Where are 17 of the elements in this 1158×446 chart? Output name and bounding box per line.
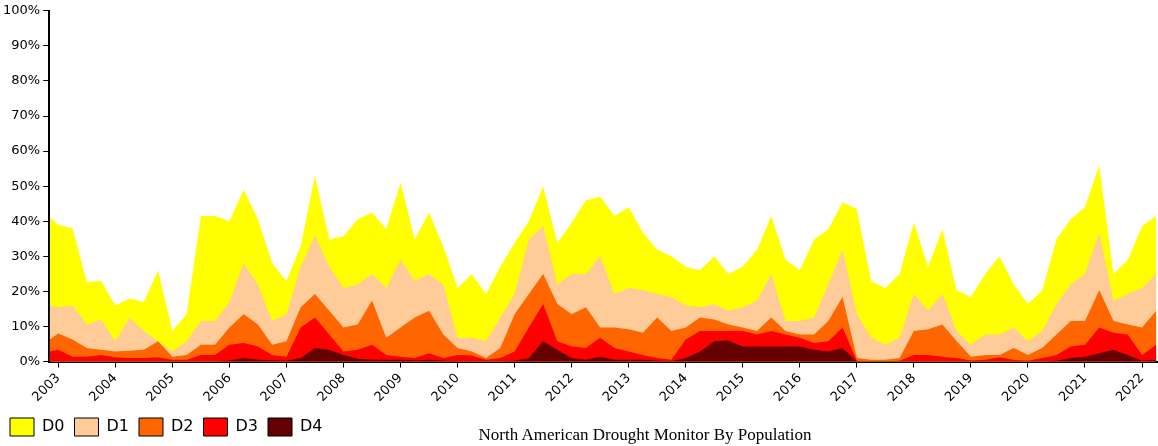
y-tick-label: 40% (11, 212, 41, 228)
text: North American Drought Monitor By Population (478, 425, 812, 444)
y-tick-label: 50% (11, 177, 41, 193)
legend-label: D1 (106, 416, 129, 436)
legend-label: D4 (300, 416, 323, 436)
y-tick-label: 20% (11, 282, 41, 298)
legend-label: D3 (235, 416, 258, 436)
y-tick-label: 70% (11, 107, 41, 123)
legend-label: D0 (42, 416, 65, 436)
y-tick-label: 90% (11, 37, 41, 53)
legend-label: D2 (171, 416, 194, 436)
y-tick-label: 30% (11, 247, 41, 263)
y-tick-label: 100% (2, 2, 41, 18)
y-tick-label: 0% (19, 352, 41, 368)
y-tick-label: 10% (11, 317, 41, 333)
y-tick-label: 80% (11, 72, 41, 88)
y-tick-label: 60% (11, 142, 41, 158)
